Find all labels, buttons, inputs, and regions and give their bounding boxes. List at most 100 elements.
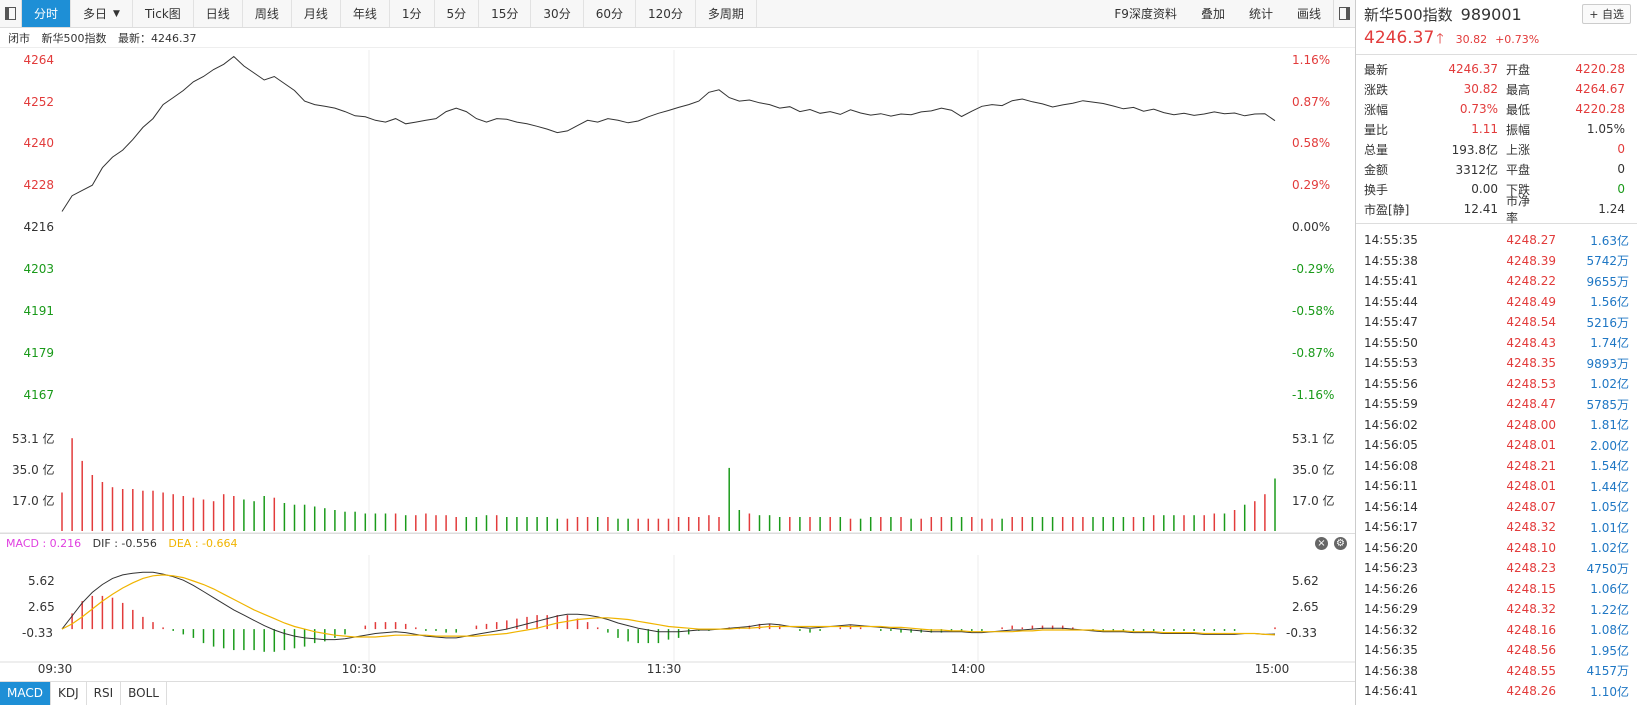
tick-price: 4248.35 — [1506, 356, 1556, 371]
tick-price: 4248.23 — [1506, 561, 1556, 576]
tick-price: 4248.47 — [1506, 397, 1556, 412]
f9-deep-data-button[interactable]: F9深度资料 — [1114, 7, 1177, 21]
latest-price: 最新：4246.37 — [118, 32, 197, 45]
tick-row: 14:55:38 4248.39 5742万 — [1364, 251, 1629, 272]
tick-list[interactable]: 14:55:35 4248.27 1.63亿 14:55:38 4248.39 5742万… — [1356, 224, 1637, 702]
tick-row: 14:56:14 4248.07 1.05亿 — [1364, 497, 1629, 518]
tick-row: 14:56:41 4248.26 1.10亿 — [1364, 681, 1629, 702]
gear-icon[interactable]: ⚙ — [1334, 537, 1347, 550]
tab-15min[interactable]: 15分 — [479, 0, 532, 27]
tab-multi-period[interactable]: 多周期 — [696, 0, 757, 27]
add-favorite-button[interactable]: + 自选 — [1582, 4, 1631, 24]
price-change: 30.82 — [1455, 33, 1488, 46]
stat-label: 换手 — [1364, 182, 1389, 197]
price-tick-label: 4240 — [23, 136, 54, 150]
tick-row: 14:55:44 4248.49 1.56亿 — [1364, 292, 1629, 313]
stat-row: 总量 193.8亿 上涨 0 — [1364, 139, 1625, 159]
dea-value: DEA : -0.664 — [168, 537, 238, 550]
tick-row: 14:55:47 4248.54 5216万 — [1364, 312, 1629, 333]
tick-price: 4248.01 — [1506, 479, 1556, 494]
macd-legend-bar: MACD : 0.216 DIF : -0.556 DEA : -0.664 ×… — [0, 533, 1355, 553]
tab-tick[interactable]: Tick图 — [133, 0, 194, 27]
right-panel-toggle-icon[interactable] — [1333, 0, 1355, 27]
time-tick-label: 10:30 — [342, 662, 377, 676]
price-tick-label: 4167 — [23, 388, 54, 402]
tick-row: 14:56:38 4248.55 4157万 — [1364, 661, 1629, 682]
stat-label: 金额 — [1364, 162, 1389, 177]
quote-side-panel: 新华500指数 989001 + 自选 4246.37 🡑 30.82 +0.73… — [1355, 0, 1637, 705]
stat-value: 0.00 — [1471, 182, 1498, 196]
tick-volume: 4157万 — [1586, 664, 1629, 679]
tick-price: 4248.53 — [1506, 376, 1556, 391]
tab-duori[interactable]: 多日 ▼ — [71, 0, 133, 27]
tick-volume: 1.02亿 — [1590, 541, 1629, 556]
chart-svg[interactable]: 4264 4252 4240 4228 4216 4203 4191 4179 … — [0, 0, 1355, 705]
tab-kdj[interactable]: KDJ — [51, 682, 87, 705]
tick-time: 14:56:05 — [1364, 438, 1418, 453]
quote-stats: 最新 4246.37 开盘 4220.28 涨跌 30.82 最高 4264.67 涨幅 0.73… — [1356, 55, 1637, 225]
tick-time: 14:56:08 — [1364, 458, 1418, 473]
tab-1min[interactable]: 1分 — [390, 0, 435, 27]
tick-volume: 1.05亿 — [1590, 500, 1629, 515]
tab-macd[interactable]: MACD — [0, 682, 51, 705]
tick-row: 14:56:26 4248.15 1.06亿 — [1364, 579, 1629, 600]
tick-volume: 9655万 — [1586, 274, 1629, 289]
tick-volume: 1.74亿 — [1590, 336, 1629, 351]
stat-label: 市净率 — [1506, 194, 1531, 225]
stat-value: 0 — [1617, 162, 1625, 176]
overlay-button[interactable]: 叠加 — [1200, 7, 1225, 21]
stat-value: 0.73% — [1459, 102, 1498, 116]
pct-tick-label: 0.87% — [1292, 95, 1330, 109]
tick-price: 4248.39 — [1506, 253, 1556, 268]
price-tick-label: 4216 — [23, 220, 54, 234]
tab-daily[interactable]: 日线 — [194, 0, 243, 27]
draw-line-button[interactable]: 画线 — [1296, 7, 1321, 21]
tick-time: 14:55:56 — [1364, 376, 1418, 391]
chart-grid — [0, 50, 1355, 663]
close-icon[interactable]: × — [1315, 537, 1328, 550]
quote-header: 新华500指数 989001 + 自选 4246.37 🡑 30.82 +0.73… — [1356, 0, 1637, 55]
tick-row: 14:56:20 4248.10 1.02亿 — [1364, 538, 1629, 559]
tick-row: 14:56:32 4248.16 1.08亿 — [1364, 620, 1629, 641]
stat-row: 金额 3312亿 平盘 0 — [1364, 159, 1625, 179]
stat-row: 涨幅 0.73% 最低 4220.28 — [1364, 99, 1625, 119]
tick-time: 14:55:41 — [1364, 274, 1418, 289]
time-tick-label: 15:00 — [1255, 662, 1290, 676]
index-code: 989001 — [1460, 5, 1522, 24]
tick-volume: 4750万 — [1586, 561, 1629, 576]
tick-volume: 1.44亿 — [1590, 479, 1629, 494]
tick-price: 4248.27 — [1506, 233, 1556, 248]
tick-time: 14:56:41 — [1364, 684, 1418, 699]
tab-fenshi[interactable]: 分时 — [22, 0, 72, 27]
tab-yearly[interactable]: 年线 — [341, 0, 390, 27]
macd-tick-label: 5.62 — [1292, 574, 1319, 588]
macd-tick-label: 5.62 — [28, 574, 55, 588]
tick-row: 14:56:11 4248.01 1.44亿 — [1364, 476, 1629, 497]
price-tick-label: 4228 — [23, 178, 54, 192]
tab-weekly[interactable]: 周线 — [243, 0, 292, 27]
stat-label: 最低 — [1506, 102, 1531, 117]
tick-row: 14:56:17 4248.32 1.01亿 — [1364, 517, 1629, 538]
tick-row: 14:55:53 4248.35 9893万 — [1364, 353, 1629, 374]
tick-time: 14:56:17 — [1364, 520, 1418, 535]
stat-value: 12.41 — [1463, 202, 1498, 216]
statistics-button[interactable]: 统计 — [1248, 7, 1273, 21]
tick-time: 14:55:53 — [1364, 356, 1418, 371]
stat-label: 开盘 — [1506, 62, 1531, 77]
tick-row: 14:55:56 4248.53 1.02亿 — [1364, 374, 1629, 395]
tab-5min[interactable]: 5分 — [435, 0, 480, 27]
tab-boll[interactable]: BOLL — [121, 682, 167, 705]
tab-rsi[interactable]: RSI — [87, 682, 122, 705]
tab-60min[interactable]: 60分 — [584, 0, 636, 27]
up-arrow-icon: 🡑 — [1436, 31, 1444, 47]
tab-monthly[interactable]: 月线 — [292, 0, 341, 27]
left-panel-toggle-icon[interactable] — [0, 0, 22, 27]
stat-label: 最高 — [1506, 82, 1531, 97]
price-tick-label: 4252 — [23, 95, 54, 109]
time-tick-label: 09:30 — [38, 662, 73, 676]
tick-price: 4248.01 — [1506, 438, 1556, 453]
stat-label: 总量 — [1364, 142, 1389, 157]
price-tick-label: 4179 — [23, 346, 54, 360]
tab-120min[interactable]: 120分 — [636, 0, 696, 27]
tab-30min[interactable]: 30分 — [531, 0, 584, 27]
